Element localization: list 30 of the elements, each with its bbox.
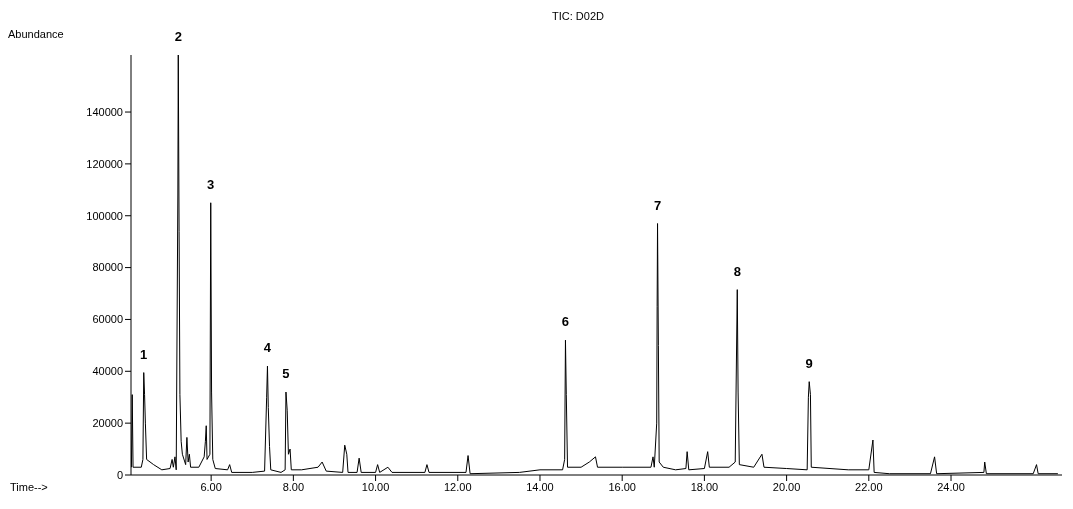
x-tick-label: 8.00 [282, 480, 305, 493]
x-tick-label: 22.00 [855, 480, 883, 493]
annotation: 2 [174, 29, 182, 44]
annotation: 3 [207, 176, 215, 192]
x-tick-label: 16.00 [608, 480, 636, 493]
chart-title: TIC: D02D [551, 10, 605, 22]
annotation: 5 [282, 366, 290, 382]
y-tick-label: 120000 [86, 157, 123, 170]
annotation: 4 [263, 340, 272, 356]
y-tick-label: 100000 [86, 209, 123, 222]
x-tick-label: 10.00 [361, 480, 390, 493]
y-tick-label: 40000 [92, 365, 123, 378]
y-tick-label: 20000 [92, 417, 123, 430]
y-tick-label: 60000 [92, 313, 123, 326]
annotation: 6 [561, 314, 570, 330]
x-tick-label: 24.00 [937, 480, 965, 493]
x-tick-label: 12.00 [444, 480, 472, 493]
x-axis-title: Time--> [10, 481, 48, 493]
annotation: 9 [805, 355, 813, 371]
x-tick-label: 6.00 [200, 480, 222, 493]
x-tick-label: 14.00 [526, 480, 554, 493]
y-tick-label: 140000 [86, 105, 123, 118]
x-tick-label: 18.00 [690, 480, 719, 493]
annotation: 7 [653, 197, 662, 213]
y-axis-title: Abundance [8, 28, 64, 40]
x-tick-label: 20.00 [772, 480, 801, 493]
annotation: 1 [140, 346, 148, 362]
annotation: 8 [733, 263, 741, 279]
y-tick-label: 0 [116, 468, 123, 481]
y-tick-label: 80000 [92, 261, 123, 274]
